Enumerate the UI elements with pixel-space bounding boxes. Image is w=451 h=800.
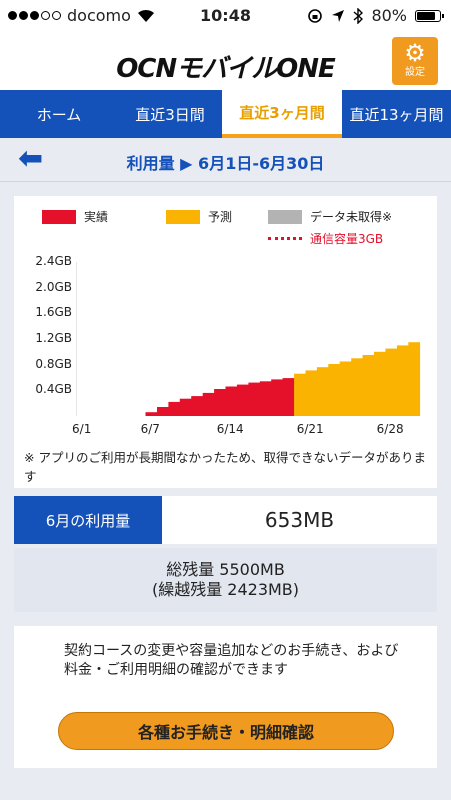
chart-note: ※ アプリのご利用が長期間なかったため、取得できないデータがあります (24, 450, 426, 484)
usage-chart-plot (76, 262, 421, 416)
bar-actual (225, 386, 238, 416)
legend-predicted: 予測 (166, 208, 232, 225)
bar-actual (191, 396, 203, 416)
procedures-text: 契約コースの変更や容量追加などのお手続き、および料金・ご利用明細の確認ができます (64, 643, 399, 678)
period-bar: ⬅ 利用量 ▶ 6月1日-6月30日 (0, 138, 451, 182)
signal-dot (30, 11, 39, 20)
bluetooth-icon (353, 7, 364, 24)
monthly-usage-row: 6月の利用量 653MB (14, 496, 437, 544)
usage-chart-card: 実績 予測 データ未取得※ 通信容量3GB 2.4GB 2.0GB 1.6GB 1.2… (14, 196, 437, 488)
status-right: 80% (307, 6, 444, 25)
carrier-name: docomo (67, 6, 131, 25)
tab-home[interactable]: ホーム (36, 105, 82, 124)
y-tick-label: 0.8GB (35, 356, 72, 371)
signal-dot (52, 11, 61, 20)
bar-predicted (305, 370, 318, 416)
legend-actual: 実績 (42, 208, 108, 225)
bar-predicted (374, 351, 386, 416)
x-tick-label: 6/7 (140, 422, 160, 436)
app-logo: OCNモバイルONE (116, 54, 336, 84)
signal-dot (19, 11, 28, 20)
bar-actual (282, 378, 295, 416)
x-tick-label: 6/28 (376, 422, 404, 436)
bar-predicted (294, 373, 306, 416)
settings-label: 設定 (405, 67, 425, 78)
bar-actual (248, 382, 261, 416)
x-tick-label: 6/14 (216, 422, 244, 436)
carryover-remaining: (繰越残量 2423MB) (151, 580, 300, 599)
bar-predicted (385, 348, 398, 416)
bar-predicted (339, 361, 352, 416)
tab-last-13-months[interactable]: 直近13ヶ月間 (349, 105, 444, 124)
x-tick-label: 6/1 (72, 422, 92, 436)
procedures-button[interactable]: 各種お手続き・明細確認 (58, 712, 394, 750)
location-icon (332, 9, 345, 22)
bar-actual (259, 381, 272, 416)
monthly-usage-value: 653MB (264, 508, 335, 532)
bar-predicted (396, 345, 409, 416)
monthly-usage-label: 6月の利用量 (14, 496, 162, 544)
legend-actual-label: 実績 (84, 210, 109, 224)
bar-actual (202, 392, 215, 416)
signal-strength-icon (8, 11, 61, 20)
legend-predicted-label: 予測 (208, 210, 233, 224)
bar-actual (271, 379, 283, 416)
legend-capacity-line (268, 237, 302, 240)
y-tick-label: 1.6GB (35, 305, 72, 320)
bar-actual (145, 412, 158, 416)
bar-actual (214, 389, 226, 416)
y-tick-label: 0.4GB (35, 382, 72, 397)
legend-not-acquired-swatch (268, 209, 302, 224)
app-header: OCNモバイルONE ⚙ 設定 (0, 32, 451, 90)
settings-button[interactable]: ⚙ 設定 (392, 37, 438, 85)
legend-capacity-label: 通信容量3GB (310, 232, 384, 246)
bar-predicted (316, 367, 329, 416)
bar-predicted (351, 358, 363, 416)
legend-not-acquired: データ未取得※ (268, 208, 392, 225)
period-tabs: ホーム 直近3日間 直近3ヶ月間 直近13ヶ月間 (0, 90, 451, 138)
legend-capacity: 通信容量3GB (268, 230, 383, 247)
signal-dot (8, 11, 17, 20)
bar-actual (236, 384, 249, 416)
carrier-info: docomo (8, 6, 155, 25)
y-tick-label: 2.4GB (35, 254, 72, 268)
bar-predicted (328, 364, 341, 416)
period-title: 利用量 ▶ 6月1日-6月30日 (126, 154, 325, 173)
legend-not-acquired-label: データ未取得※ (310, 210, 393, 224)
signal-dot (41, 11, 50, 20)
tab-last-3-months[interactable]: 直近3ヶ月間 (222, 90, 342, 138)
remaining-capacity: 総残量 5500MB (繰越残量 2423MB) (14, 548, 437, 612)
bar-actual (179, 398, 192, 416)
bar-actual (168, 401, 181, 416)
legend-predicted-swatch (166, 209, 200, 224)
bar-actual (157, 407, 169, 416)
x-tick-label: 6/21 (296, 422, 324, 436)
wifi-icon (137, 9, 154, 22)
bar-predicted (408, 342, 421, 416)
clock: 10:48 (200, 6, 251, 25)
y-tick-label: 1.2GB (35, 331, 72, 345)
battery-icon (415, 9, 444, 22)
bar-predicted (362, 355, 375, 416)
battery-percent: 80% (371, 6, 407, 25)
total-remaining: 総残量 5500MB (166, 560, 285, 579)
legend-actual-swatch (42, 209, 76, 224)
procedures-card: 契約コースの変更や容量追加などのお手続き、および料金・ご利用明細の確認ができます… (14, 626, 437, 768)
tab-last-3-days[interactable]: 直近3日間 (135, 105, 205, 124)
status-bar: docomo 10:48 80% (0, 0, 451, 32)
rotation-lock-icon (308, 8, 323, 23)
back-arrow-icon[interactable]: ⬅ (18, 141, 44, 176)
gear-icon: ⚙ (404, 39, 426, 67)
y-tick-label: 2.0GB (35, 279, 72, 294)
